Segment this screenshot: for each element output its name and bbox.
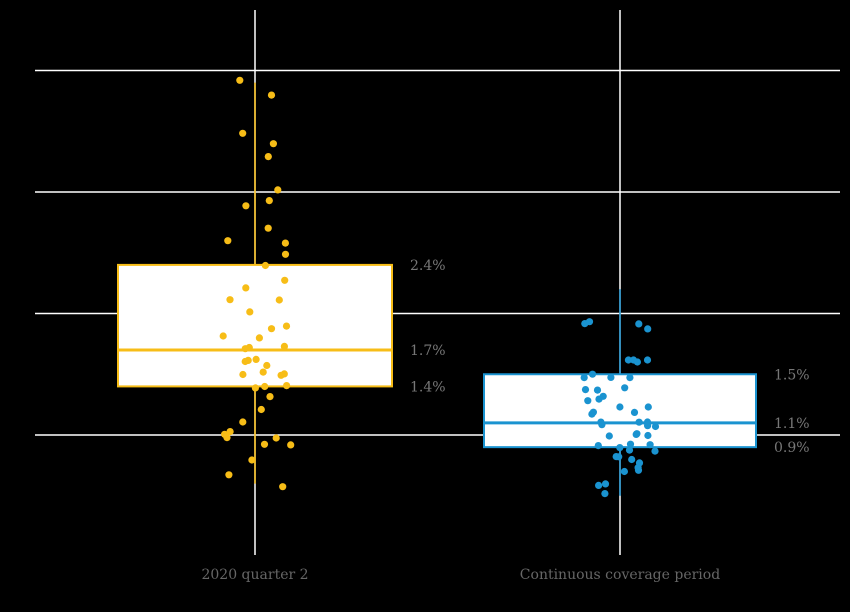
data-point bbox=[601, 480, 610, 488]
x-axis-tick-labels: 2020 quarter 2 Continuous coverage period bbox=[201, 567, 720, 583]
data-point bbox=[224, 237, 232, 245]
data-point bbox=[635, 418, 643, 426]
data-point bbox=[259, 368, 267, 376]
data-point bbox=[643, 356, 652, 364]
data-point bbox=[241, 357, 249, 366]
data-point bbox=[242, 284, 250, 292]
data-point bbox=[263, 361, 271, 370]
data-point bbox=[246, 308, 254, 316]
data-point bbox=[261, 261, 269, 270]
data-point bbox=[595, 395, 603, 403]
data-point bbox=[644, 431, 652, 440]
data-point bbox=[626, 374, 634, 382]
data-point bbox=[625, 446, 634, 454]
data-point bbox=[616, 444, 624, 452]
data-point bbox=[593, 386, 602, 394]
data-point bbox=[588, 370, 597, 378]
data-point bbox=[616, 403, 624, 411]
data-point bbox=[269, 140, 277, 148]
data-point bbox=[607, 373, 615, 381]
data-point bbox=[595, 481, 603, 489]
value-labels: 2.4% 1.7% 1.4% 1.5% 1.1% 0.9% bbox=[410, 258, 810, 456]
data-point bbox=[281, 239, 289, 247]
box bbox=[483, 373, 757, 449]
data-point bbox=[266, 393, 274, 401]
value-label-median: 1.1% bbox=[774, 416, 810, 432]
data-point bbox=[239, 418, 247, 426]
data-point bbox=[584, 397, 592, 405]
data-point bbox=[255, 334, 263, 342]
box bbox=[117, 263, 393, 388]
data-point bbox=[272, 434, 280, 442]
x-tick-label: Continuous coverage period bbox=[520, 567, 720, 583]
value-label-q3: 1.5% bbox=[774, 367, 810, 383]
data-point bbox=[280, 342, 288, 350]
data-point bbox=[239, 370, 247, 379]
data-point bbox=[651, 447, 659, 455]
data-point bbox=[643, 418, 652, 426]
data-point bbox=[287, 441, 295, 449]
value-label-median: 1.7% bbox=[410, 343, 446, 359]
data-point bbox=[260, 440, 269, 448]
data-point bbox=[635, 320, 643, 328]
data-point bbox=[265, 197, 273, 205]
data-point bbox=[644, 403, 652, 411]
data-point bbox=[241, 345, 249, 353]
data-point bbox=[267, 91, 276, 99]
data-point bbox=[226, 428, 234, 436]
data-point bbox=[646, 441, 654, 449]
data-point bbox=[252, 355, 260, 363]
value-label-q1: 0.9% bbox=[774, 440, 810, 456]
box-series bbox=[117, 82, 757, 496]
data-point bbox=[634, 464, 642, 472]
data-point bbox=[281, 276, 289, 284]
data-point bbox=[242, 202, 250, 210]
data-point bbox=[580, 374, 588, 382]
x-tick-label: 2020 quarter 2 bbox=[201, 567, 308, 583]
data-point bbox=[264, 224, 272, 232]
data-point bbox=[274, 186, 282, 194]
data-point bbox=[605, 432, 613, 440]
data-point bbox=[644, 325, 652, 333]
data-point bbox=[225, 471, 233, 479]
data-point bbox=[251, 384, 259, 392]
data-point bbox=[629, 356, 638, 364]
data-point bbox=[597, 418, 605, 426]
data-point bbox=[594, 442, 602, 450]
data-point bbox=[585, 318, 594, 326]
data-point bbox=[621, 384, 629, 392]
data-point bbox=[275, 296, 283, 304]
data-point bbox=[283, 382, 291, 390]
data-point bbox=[612, 453, 620, 461]
data-point bbox=[226, 296, 234, 304]
data-point bbox=[626, 440, 635, 448]
value-label-q1: 1.4% bbox=[410, 379, 446, 395]
data-point bbox=[221, 430, 229, 438]
data-point bbox=[620, 467, 629, 476]
data-point bbox=[581, 386, 590, 394]
data-point bbox=[261, 382, 269, 391]
data-point bbox=[248, 456, 256, 464]
data-point bbox=[257, 405, 265, 414]
data-points bbox=[219, 76, 660, 498]
data-point bbox=[239, 129, 247, 137]
data-point bbox=[624, 356, 633, 364]
data-point bbox=[651, 422, 660, 431]
data-point bbox=[277, 371, 285, 379]
data-point bbox=[601, 490, 609, 498]
data-point bbox=[628, 455, 636, 464]
data-point bbox=[630, 408, 639, 416]
data-point bbox=[281, 250, 290, 258]
data-point bbox=[282, 322, 291, 330]
data-point bbox=[267, 325, 276, 333]
data-point bbox=[219, 332, 227, 340]
data-point bbox=[279, 483, 287, 491]
value-label-q3: 2.4% bbox=[410, 258, 446, 274]
data-point bbox=[589, 408, 598, 416]
data-point bbox=[264, 153, 272, 161]
data-point bbox=[236, 76, 244, 84]
data-point bbox=[632, 430, 640, 438]
